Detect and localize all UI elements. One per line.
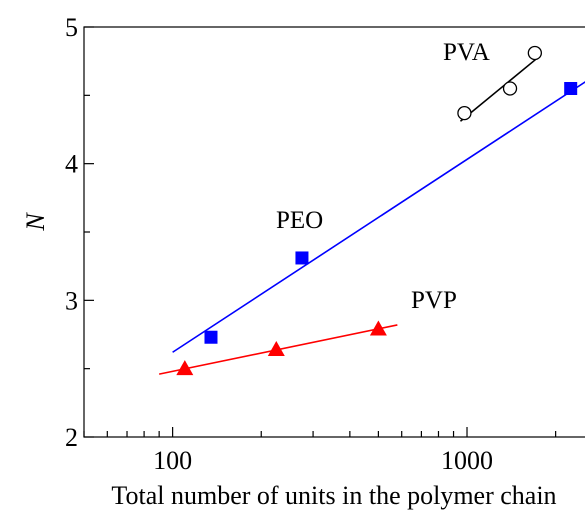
annotation-pvp: PVP [411, 287, 457, 314]
x-tick-label: 1000 [441, 446, 493, 475]
y-tick-label: 4 [65, 150, 78, 179]
pva-point [527, 45, 543, 61]
peo-fit-line [172, 81, 585, 353]
peo-point [295, 251, 309, 265]
x-axis-ticks: 100 1000 [83, 427, 557, 475]
pva-fit-line [459, 56, 540, 122]
pvp-point [176, 360, 194, 376]
data-markers [176, 45, 578, 376]
pvp-point [369, 320, 387, 336]
y-tick-label: 3 [65, 286, 78, 315]
peo-point [564, 82, 578, 95]
annotations: PVA PEO PVP [276, 39, 490, 314]
pva-point [502, 81, 518, 96]
y-tick-label: 2 [65, 423, 78, 452]
x-axis-title: Total number of units in the polymer cha… [111, 481, 556, 510]
annotation-pva: PVA [443, 39, 490, 66]
y-tick-label: 5 [65, 13, 78, 42]
peo-point [204, 330, 218, 344]
y-axis-title: N [21, 212, 50, 232]
x-tick-label: 100 [153, 446, 192, 475]
annotation-peo: PEO [276, 207, 323, 234]
pva-point [457, 105, 472, 121]
y-axis-ticks: 2 3 4 5 [65, 13, 94, 452]
pvp-point [267, 341, 285, 357]
fit-lines [158, 56, 585, 375]
